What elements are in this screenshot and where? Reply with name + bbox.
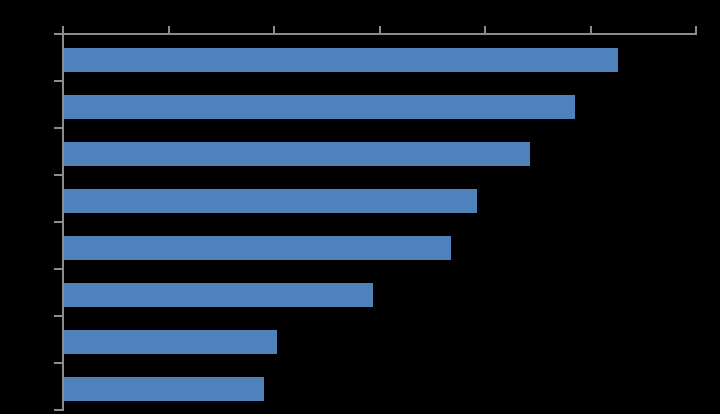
bar-row-2 xyxy=(64,95,575,119)
bar-row-4 xyxy=(64,189,477,213)
category-axis-tick-3 xyxy=(54,174,62,176)
value-axis-tick-2 xyxy=(273,26,275,33)
category-axis-tick-8 xyxy=(54,409,62,411)
bar-row-8 xyxy=(64,377,264,401)
category-axis-tick-5 xyxy=(54,268,62,270)
bar-row-6 xyxy=(64,283,373,307)
category-axis-line xyxy=(62,33,64,411)
value-axis-tick-3 xyxy=(379,26,381,33)
bar-row-5 xyxy=(64,236,451,260)
category-axis-tick-7 xyxy=(54,362,62,364)
bar-row-1 xyxy=(64,48,618,72)
value-axis-tick-5 xyxy=(590,26,592,33)
value-axis-tick-1 xyxy=(168,26,170,33)
category-axis-tick-6 xyxy=(54,315,62,317)
category-axis-tick-1 xyxy=(54,80,62,82)
value-axis-line xyxy=(62,33,697,35)
category-axis-tick-2 xyxy=(54,127,62,129)
bar-row-7 xyxy=(64,330,277,354)
value-axis-tick-0 xyxy=(62,26,64,33)
bar-row-3 xyxy=(64,142,530,166)
value-axis-tick-6 xyxy=(695,26,697,33)
value-axis-tick-4 xyxy=(484,26,486,33)
category-axis-tick-0 xyxy=(54,33,62,35)
category-axis-tick-4 xyxy=(54,221,62,223)
